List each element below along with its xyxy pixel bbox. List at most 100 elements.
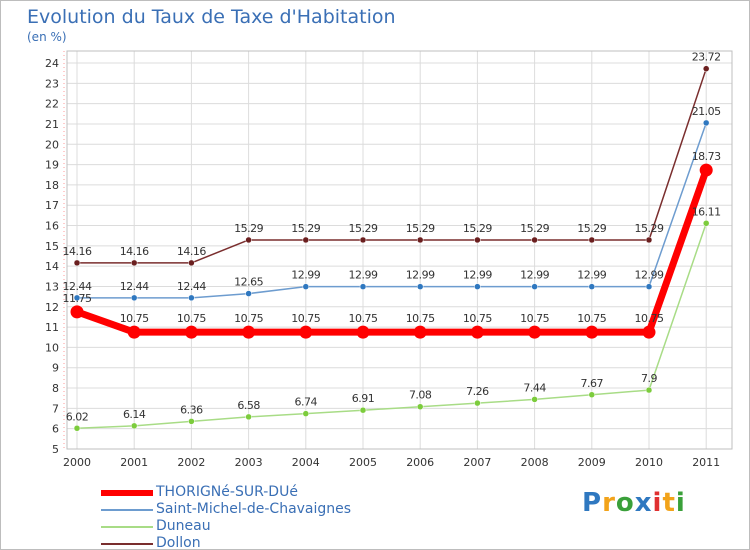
plot-area-border [66, 50, 733, 450]
point-duneau-2006 [416, 403, 424, 410]
x-tick-label-2003: 2003 [235, 456, 263, 469]
x-tick-label-2002: 2002 [177, 456, 205, 469]
data-label-saint-michel-de-chavaignes-2005: 12.99 [349, 269, 378, 282]
point-duneau-2009 [588, 391, 596, 399]
data-label-duneau-2004: 6.74 [295, 396, 318, 409]
logo-letter: i [675, 488, 686, 518]
point-saint-michel-de-chavaignes-2011 [702, 119, 710, 127]
data-label-saint-michel-de-chavaignes-2011: 21.05 [692, 105, 721, 118]
y-tick-label-17: 17 [45, 199, 59, 212]
data-label-saint-michel-de-chavaignes-2004: 12.99 [291, 269, 320, 282]
logo-letter: t [662, 488, 676, 518]
data-label-duneau-2008: 7.44 [523, 381, 546, 394]
point-thorign-sur-du-2005 [356, 325, 370, 339]
y-tick-label-13: 13 [45, 280, 59, 293]
series-line-duneau [76, 223, 707, 430]
point-duneau-2004 [302, 410, 310, 417]
point-dollon-2004 [302, 236, 310, 244]
data-label-thorign-sur-du-2009: 10.75 [577, 312, 606, 325]
point-saint-michel-de-chavaignes-2000 [73, 294, 81, 302]
data-label-thorign-sur-du-2011: 18.73 [692, 150, 721, 163]
y-tick-label-5: 5 [52, 443, 59, 456]
point-saint-michel-de-chavaignes-2009 [588, 283, 596, 290]
point-saint-michel-de-chavaignes-2002 [188, 294, 195, 302]
data-label-duneau-2009: 7.67 [581, 377, 604, 390]
legend-swatch-saint-michel [101, 509, 153, 511]
x-tick-label-2008: 2008 [521, 456, 549, 469]
data-label-duneau-2011: 16.11 [692, 205, 721, 218]
x-tick-label-2009: 2009 [578, 456, 606, 469]
y-tick-label-24: 24 [45, 57, 59, 70]
point-duneau-2007 [474, 399, 481, 407]
data-label-duneau-2010: 7.9 [641, 372, 657, 385]
y-tick-label-9: 9 [52, 362, 59, 375]
logo-letter: o [615, 488, 635, 518]
y-tick-label-11: 11 [45, 321, 59, 334]
point-thorign-sur-du-2006 [413, 325, 427, 339]
x-tick-label-2006: 2006 [406, 456, 434, 469]
y-tick-label-15: 15 [45, 240, 59, 253]
point-thorign-sur-du-2002 [184, 325, 198, 339]
legend-swatch-thorigne [101, 490, 153, 496]
point-thorign-sur-du-2004 [299, 325, 313, 339]
chart-title: Evolution du Taux de Taxe d'Habitation [27, 6, 396, 28]
data-label-saint-michel-de-chavaignes-2008: 12.99 [520, 269, 549, 282]
data-label-saint-michel-de-chavaignes-2010: 12.99 [635, 269, 664, 282]
point-thorign-sur-du-2009 [585, 325, 599, 339]
point-dollon-2007 [474, 236, 481, 244]
legend-label-saint-michel: Saint-Michel-de-Chavaignes [156, 501, 352, 517]
y-tick-label-6: 6 [52, 423, 59, 436]
data-label-saint-michel-de-chavaignes-2000: 12.44 [63, 280, 92, 293]
data-label-dollon-2004: 15.29 [291, 222, 320, 235]
data-label-saint-michel-de-chavaignes-2007: 12.99 [463, 269, 492, 282]
point-dollon-2005 [359, 236, 367, 244]
data-label-dollon-2008: 15.29 [520, 222, 549, 235]
point-dollon-2001 [130, 259, 138, 267]
point-duneau-2003 [245, 413, 252, 421]
data-label-dollon-2002: 14.16 [177, 245, 206, 258]
data-label-saint-michel-de-chavaignes-2003: 12.65 [234, 276, 263, 289]
y-tick-label-10: 10 [45, 341, 59, 354]
point-thorign-sur-du-2001 [127, 325, 141, 339]
point-dollon-2003 [245, 236, 252, 244]
data-label-thorign-sur-du-2000: 11.75 [63, 292, 92, 305]
data-label-dollon-2000: 14.16 [63, 245, 92, 258]
data-label-duneau-2000: 6.02 [66, 410, 89, 423]
data-label-dollon-2007: 15.29 [463, 222, 492, 235]
data-label-dollon-2006: 15.29 [406, 222, 435, 235]
point-duneau-2005 [359, 406, 367, 414]
y-tick-label-20: 20 [45, 138, 59, 151]
data-label-thorign-sur-du-2002: 10.75 [177, 312, 206, 325]
data-label-duneau-2007: 7.26 [466, 385, 489, 398]
data-label-dollon-2003: 15.29 [234, 222, 263, 235]
x-tick-label-2007: 2007 [463, 456, 491, 469]
x-tick-label-2005: 2005 [349, 456, 377, 469]
legend-label-duneau: Duneau [156, 518, 211, 534]
x-tick-label-2004: 2004 [292, 456, 320, 469]
data-label-dollon-2009: 15.29 [577, 222, 606, 235]
point-saint-michel-de-chavaignes-2004 [302, 283, 310, 290]
x-tick-label-2001: 2001 [120, 456, 148, 469]
y-tick-label-23: 23 [45, 77, 59, 90]
y-tick-label-18: 18 [45, 179, 59, 192]
data-label-thorign-sur-du-2007: 10.75 [463, 312, 492, 325]
data-label-saint-michel-de-chavaignes-2009: 12.99 [577, 269, 606, 282]
logo-letter: r [602, 488, 616, 518]
data-label-thorign-sur-du-2001: 10.75 [120, 312, 149, 325]
point-dollon-2011 [702, 65, 710, 72]
point-duneau-2000 [73, 425, 81, 432]
y-tick-label-21: 21 [45, 118, 59, 131]
data-label-thorign-sur-du-2008: 10.75 [520, 312, 549, 325]
point-duneau-2008 [531, 396, 538, 403]
data-label-dollon-2010: 15.29 [635, 222, 664, 235]
point-dollon-2009 [588, 236, 596, 244]
logo-letter: P [582, 488, 603, 518]
series-line-saint-michel-de-chavaignes [77, 122, 707, 299]
point-saint-michel-de-chavaignes-2003 [245, 290, 252, 297]
point-thorign-sur-du-2011 [699, 163, 713, 177]
data-label-duneau-2003: 6.58 [237, 399, 260, 412]
y-tick-label-7: 7 [52, 402, 59, 415]
series-line-thorign-sur-du [75, 168, 710, 336]
y-tick-label-16: 16 [45, 220, 59, 233]
